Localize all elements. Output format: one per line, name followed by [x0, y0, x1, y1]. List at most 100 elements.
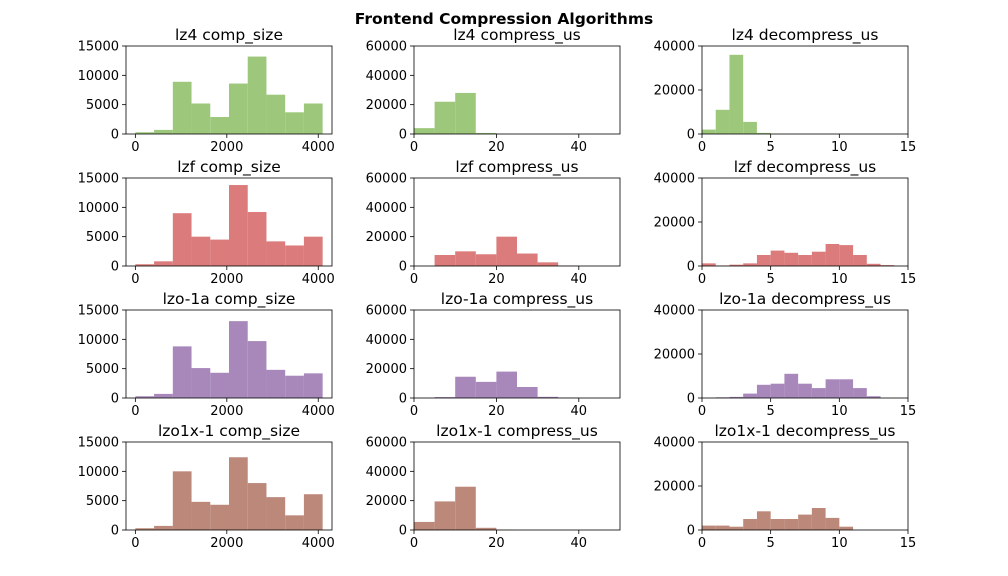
histogram-bar	[303, 373, 323, 398]
histogram-bar	[247, 212, 267, 266]
x-tick-label: 0	[698, 536, 706, 551]
histogram-bar	[798, 383, 812, 398]
x-tick-label: 2000	[210, 536, 243, 551]
histogram-bar	[172, 81, 192, 134]
y-tick-label: 10000	[78, 333, 119, 348]
y-tick-label: 0	[111, 260, 119, 275]
x-tick-label: 5	[767, 536, 775, 551]
y-tick-label: 0	[399, 392, 407, 407]
histogram-bar	[172, 346, 192, 398]
x-tick-label: 0	[131, 536, 139, 551]
x-tick-label: 4000	[302, 272, 335, 287]
y-tick-label: 20000	[654, 216, 695, 231]
x-tick-label: 5	[767, 272, 775, 287]
x-tick-label: 2000	[210, 272, 243, 287]
histogram-bar	[229, 321, 248, 398]
x-tick-label: 0	[131, 404, 139, 419]
histogram-bar	[715, 109, 730, 134]
histogram-bar	[756, 132, 771, 134]
histogram-bar	[414, 521, 435, 530]
histogram-bar	[434, 501, 456, 530]
histogram-bar	[191, 501, 211, 530]
histogram-bar	[880, 265, 895, 266]
histogram-bar	[229, 185, 248, 266]
x-tick-label: 5	[767, 404, 775, 419]
histogram-bar	[729, 396, 744, 398]
subplot: 0 20 40 0 20000 40000 60000 lzo-1a compress_us	[366, 290, 621, 419]
histogram-bar	[798, 255, 812, 266]
histogram-bar	[266, 497, 286, 530]
histogram-bar	[853, 255, 867, 266]
histogram-bar	[770, 250, 785, 266]
x-tick-label: 0	[131, 272, 139, 287]
histogram-bar	[537, 262, 559, 266]
histogram-bar	[811, 508, 826, 530]
histogram-bar	[191, 368, 211, 398]
y-tick-label: 20000	[366, 230, 407, 245]
histogram-bar	[839, 379, 854, 398]
histogram-bar	[715, 525, 730, 530]
histogram-bar	[475, 527, 497, 530]
y-tick-label: 0	[399, 128, 407, 143]
subplot-title: lzf compress_us	[455, 158, 578, 177]
histogram-bar	[303, 494, 323, 530]
x-tick-label: 20	[488, 404, 505, 419]
histogram-bar	[191, 236, 211, 266]
histogram-bar	[702, 263, 716, 266]
histogram-bar	[743, 263, 757, 266]
histogram-bar	[455, 376, 476, 398]
histogram-bar	[303, 103, 323, 134]
y-tick-label: 5000	[86, 230, 119, 245]
histogram-bar	[825, 517, 840, 530]
subplot-title: lzo1x-1 decompress_us	[714, 422, 895, 441]
axes-frame	[413, 45, 621, 135]
histogram-bar	[839, 245, 854, 266]
y-tick-label: 15000	[78, 304, 119, 319]
x-tick-label: 10	[831, 140, 848, 155]
y-tick-label: 15000	[78, 172, 119, 187]
histogram-bar	[839, 526, 854, 530]
x-tick-label: 40	[571, 404, 588, 419]
subplot: 0 2000 4000 0 5000 10000 15000 lz4 comp_size	[78, 26, 335, 155]
y-tick-label: 20000	[654, 480, 695, 495]
y-tick-label: 0	[687, 128, 695, 143]
y-tick-label: 40000	[366, 333, 407, 348]
histogram-bar	[135, 132, 155, 134]
histogram-bar	[154, 525, 173, 530]
axes-frame	[125, 309, 333, 399]
histogram-bar	[172, 471, 192, 530]
y-tick-label: 5000	[86, 98, 119, 113]
histogram-bar	[135, 528, 155, 530]
subplot-title: lzo-1a decompress_us	[719, 290, 891, 309]
histogram-bar	[756, 384, 771, 398]
x-tick-label: 15	[900, 536, 917, 551]
histogram-bar	[414, 128, 435, 134]
y-tick-label: 0	[111, 524, 119, 539]
y-tick-label: 0	[687, 260, 695, 275]
subplot-title: lzf decompress_us	[734, 158, 877, 177]
y-tick-label: 40000	[654, 172, 695, 187]
histogram-bar	[266, 369, 286, 398]
histogram-bar	[756, 255, 771, 266]
histogram-bar	[285, 112, 304, 134]
axes-frame	[125, 45, 333, 135]
histogram-bar	[247, 341, 267, 398]
y-tick-label: 20000	[366, 98, 407, 113]
y-tick-label: 15000	[78, 436, 119, 451]
x-tick-label: 2000	[210, 404, 243, 419]
y-tick-label: 60000	[366, 172, 407, 187]
y-tick-label: 40000	[654, 40, 695, 55]
x-tick-label: 15	[900, 272, 917, 287]
axes-frame	[125, 177, 333, 267]
histogram-bar	[475, 381, 497, 398]
subplot-title: lz4 compress_us	[453, 26, 581, 45]
histogram-bar	[135, 264, 155, 266]
histogram-bar	[702, 525, 716, 530]
x-tick-label: 0	[410, 404, 418, 419]
histogram-bar	[475, 254, 497, 266]
histogram-bar	[770, 383, 785, 398]
x-tick-label: 0	[698, 272, 706, 287]
histogram-bar	[434, 397, 456, 398]
